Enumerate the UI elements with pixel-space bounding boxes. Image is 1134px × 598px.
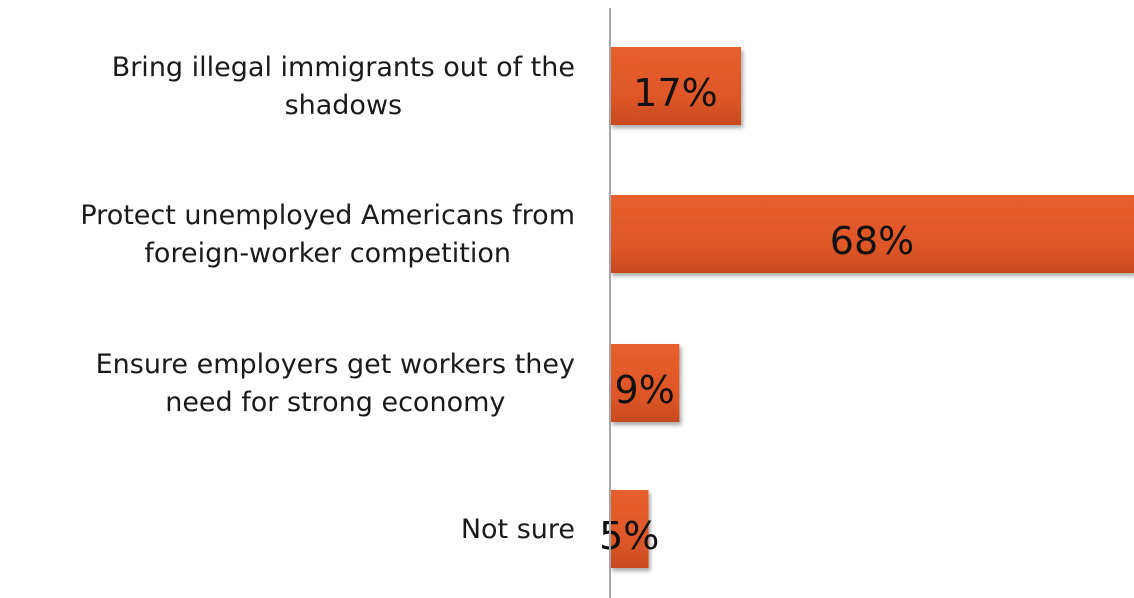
value-label-4: 5% [599, 514, 659, 558]
value-labels: 17% 68% 9% 5% [599, 71, 914, 558]
bar-2 [610, 195, 1134, 273]
bar-1 [610, 47, 741, 125]
bars-layer [610, 47, 1134, 568]
category-label-3: Ensure employers get workers they need fo… [96, 349, 575, 418]
bar-3 [610, 344, 680, 422]
category-labels: Bring illegal immigrants out of the shado… [80, 52, 575, 545]
value-label-1: 17% [633, 71, 717, 115]
category-label-4: Not sure [461, 514, 575, 545]
category-label-1: Bring illegal immigrants out of the shado… [112, 52, 575, 121]
value-label-3: 9% [615, 368, 675, 412]
category-label-2: Protect unemployed Americans from foreign… [80, 200, 575, 269]
value-label-2: 68% [830, 219, 914, 263]
bar-4 [610, 490, 649, 568]
